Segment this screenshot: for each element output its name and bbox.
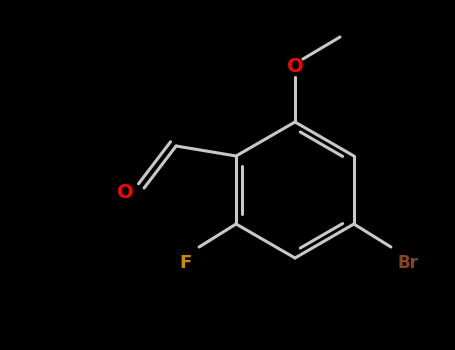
Text: O: O xyxy=(287,57,303,77)
Text: F: F xyxy=(180,254,192,272)
Text: Br: Br xyxy=(398,254,419,272)
Text: O: O xyxy=(117,183,134,203)
